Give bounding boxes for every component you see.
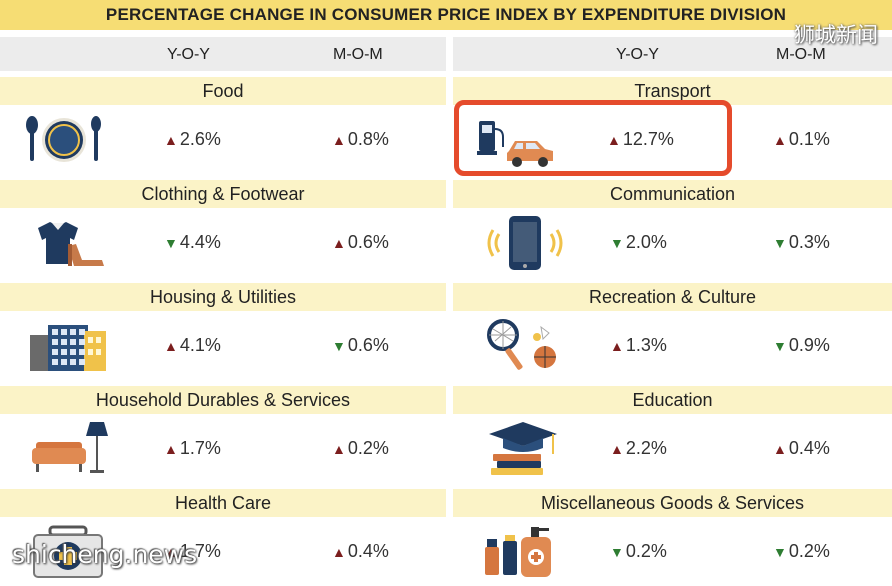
category-label: Housing & Utilities (0, 283, 446, 311)
yoy-value: ▲ 1.7% (164, 541, 221, 561)
category-label: Food (0, 77, 446, 105)
mom-value: ▲ 0.1% (773, 129, 830, 149)
buildings-icon (30, 325, 106, 371)
category-label: Clothing & Footwear (0, 180, 446, 208)
transport-highlight-box (454, 100, 732, 176)
mom-value: ▼ 0.3% (773, 232, 830, 252)
yoy-value: ▲ 4.1% (164, 335, 221, 355)
category-label: Health Care (0, 489, 446, 517)
yoy-value: ▲ 2.6% (164, 129, 221, 149)
category-row-education: ▲ 2.2% ▲ 0.4% (453, 414, 892, 483)
title-bar: PERCENTAGE CHANGE IN CONSUMER PRICE INDE… (0, 0, 892, 30)
mom-value: ▲ 0.2% (332, 438, 389, 458)
yoy-value: ▲ 2.2% (610, 438, 667, 458)
category-row-communication: ▼ 2.0% ▼ 0.3% (453, 208, 892, 277)
yoy-value: ▲ 1.7% (164, 438, 221, 458)
category-label: Communication (453, 180, 892, 208)
yoy-header: Y-O-Y (616, 46, 659, 63)
graduation-cap-books-icon (489, 422, 557, 475)
yoy-header: Y-O-Y (167, 46, 210, 63)
shirt-shoe-icon (38, 222, 104, 266)
mom-value: ▲ 0.6% (332, 232, 389, 252)
yoy-value: ▲ 12.7% (607, 129, 674, 149)
category-row-miscellaneous: ▼ 0.2% ▼ 0.2% (453, 517, 892, 586)
category-row-housing: ▲ 4.1% ▼ 0.6% (0, 311, 446, 380)
category-row-health: ▲ 1.7% ▲ 0.4% (0, 517, 446, 586)
mom-value: ▼ 0.9% (773, 335, 830, 355)
cosmetics-bottles-icon (485, 527, 551, 577)
category-label: Household Durables & Services (0, 386, 446, 414)
yoy-value: ▼ 2.0% (610, 232, 667, 252)
page-title: PERCENTAGE CHANGE IN CONSUMER PRICE INDE… (105, 5, 787, 24)
racket-ball-icon (487, 319, 556, 370)
left-column-header: Y-O-Y M-O-M (0, 37, 446, 71)
yoy-value: ▲ 1.3% (610, 335, 667, 355)
watermark-url: shicheng.news (12, 540, 198, 569)
category-row-recreation: ▲ 1.3% ▼ 0.9% (453, 311, 892, 380)
left-panel: Y-O-Y M-O-M Food ▲ 2.6% ▲ 0.8% Clothing & … (0, 37, 446, 586)
mom-value: ▼ 0.2% (773, 541, 830, 561)
right-panel: Y-O-Y M-O-M Transport ▲ 12.7% ▲ 0.1% Commu… (453, 37, 892, 586)
plate-cutlery-icon (26, 116, 101, 162)
yoy-value: ▼ 0.2% (610, 541, 667, 561)
mom-value: ▲ 0.8% (332, 129, 389, 149)
fuel-pump-car-icon (477, 121, 553, 167)
category-row-clothing: ▼ 4.4% ▲ 0.6% (0, 208, 446, 277)
category-row-transport: ▲ 12.7% ▲ 0.1% (453, 105, 892, 174)
mom-header: M-O-M (776, 46, 826, 63)
watermark-chinese: 狮城新闻 (794, 23, 878, 47)
category-row-household: ▲ 1.7% ▲ 0.2% (0, 414, 446, 483)
sofa-lamp-icon (32, 422, 108, 473)
mom-value: ▲ 0.4% (332, 541, 389, 561)
mom-header: M-O-M (333, 46, 383, 63)
smartphone-icon (487, 216, 563, 270)
category-label: Education (453, 386, 892, 414)
yoy-value: ▼ 4.4% (164, 232, 221, 252)
mom-value: ▲ 0.4% (773, 438, 830, 458)
category-row-food: ▲ 2.6% ▲ 0.8% (0, 105, 446, 174)
mom-value: ▼ 0.6% (332, 335, 389, 355)
right-column-header: Y-O-Y M-O-M (453, 37, 892, 71)
first-aid-kit-icon (33, 525, 103, 578)
category-label: Miscellaneous Goods & Services (453, 489, 892, 517)
category-label: Recreation & Culture (453, 283, 892, 311)
